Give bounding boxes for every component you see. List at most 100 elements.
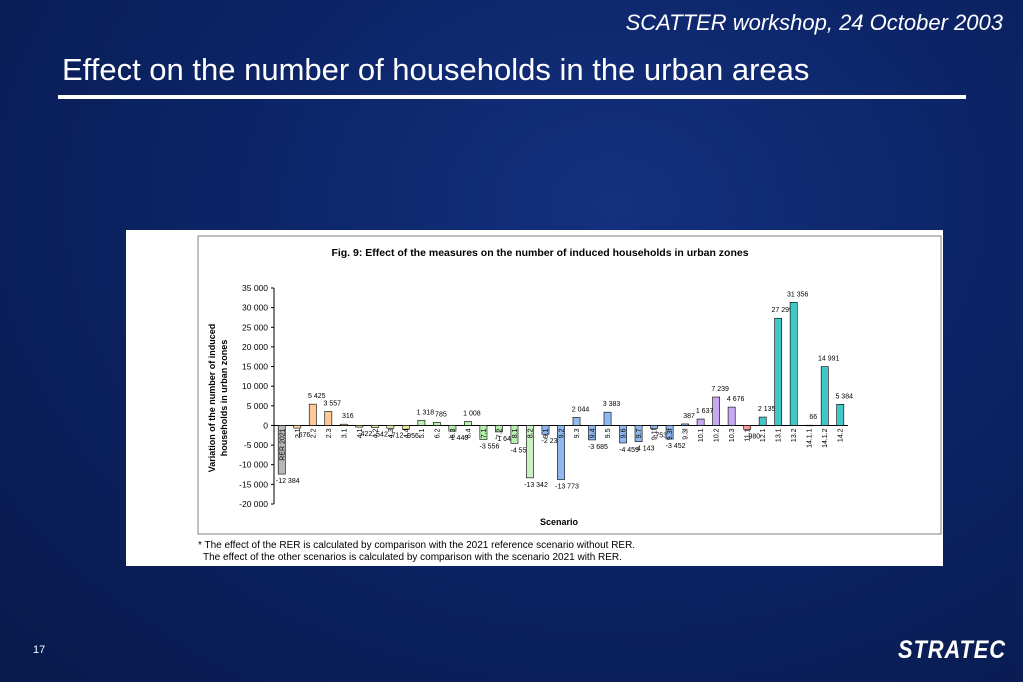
bar [339, 423, 348, 426]
category-label: 4.1 [357, 428, 364, 438]
category-label: 9.2 [559, 428, 566, 438]
value-label: -422 [358, 431, 372, 438]
value-label: 1 637 [696, 408, 714, 415]
category-label: 9.1 [543, 428, 550, 438]
value-label: -676 [296, 432, 310, 439]
value-label: -3 556 [480, 443, 500, 450]
category-label: 9.6 [621, 428, 628, 438]
bar [572, 417, 581, 426]
value-label: -12 384 [276, 478, 300, 485]
bar [370, 425, 379, 428]
category-label: 10.1 [698, 428, 705, 442]
value-label: 31 356 [787, 291, 809, 298]
category-label: 9.4 [590, 428, 597, 438]
value-label: -956 [405, 433, 419, 440]
bar [758, 416, 767, 426]
title-underline [58, 95, 966, 99]
bar [433, 422, 441, 426]
value-label: 785 [435, 411, 447, 418]
category-label: 6.2 [434, 428, 441, 438]
category-label: 9.3 [574, 428, 581, 438]
value-label: -2 236 [542, 438, 562, 445]
category-label: RER 2021 [279, 428, 286, 460]
bar [417, 419, 426, 426]
bar [603, 411, 612, 426]
bar [293, 425, 302, 429]
value-label: 3 383 [603, 401, 621, 408]
y-tick-label: 30 000 [242, 303, 268, 313]
bar [541, 425, 550, 435]
value-label: -3 452 [666, 443, 686, 450]
category-label: 2.3 [326, 428, 333, 438]
bar [510, 425, 519, 444]
bar [324, 411, 333, 426]
value-label: -4 143 [635, 446, 655, 453]
bar [386, 425, 395, 429]
bar [696, 418, 705, 426]
y-tick-label: 0 [263, 420, 268, 430]
value-label: -980 [746, 433, 760, 440]
bar [727, 406, 736, 426]
slide-title: Effect on the number of households in th… [62, 52, 810, 87]
category-label: 3.1 [341, 428, 348, 438]
category-label: 9.3f [667, 428, 674, 440]
y-tick-label: -5 000 [244, 440, 268, 450]
category-label: 13.1 [776, 428, 783, 442]
category-label: 8.2 [527, 428, 534, 438]
value-label: -13 342 [524, 482, 548, 489]
bar [634, 425, 643, 443]
bar [789, 302, 798, 426]
bar [401, 425, 410, 430]
value-label: -13 773 [555, 484, 579, 491]
bar [557, 425, 565, 480]
stratec-logo-text: STRATEC [898, 636, 1006, 664]
value-label: -542 [374, 432, 388, 439]
value-label: 2 044 [572, 406, 590, 413]
value-label: 2 135 [758, 406, 776, 413]
footnote-line-2: The effect of the other scenarios is cal… [203, 552, 622, 563]
bar [619, 425, 627, 444]
y-tick-label: -15 000 [239, 479, 268, 489]
bar [805, 424, 814, 427]
value-label: -4 555 [511, 447, 531, 454]
category-label: 11.1 [745, 428, 752, 441]
workshop-caption: SCATTER workshop, 24 October 2003 [625, 10, 1003, 35]
category-label: 9.1f [652, 428, 659, 440]
bar [464, 421, 472, 426]
value-label: -3 685 [588, 444, 608, 451]
category-label: 9.3l [683, 428, 690, 440]
category-label: 7.1 [481, 428, 488, 438]
footnote: * The effect of the RER is calculated by… [198, 540, 635, 564]
x-axis-label: Scenario [540, 517, 579, 527]
category-label: 9.7 [636, 428, 643, 438]
value-label: -1 440 [448, 435, 468, 442]
chart-title: Fig. 9: Effect of the measures on the nu… [331, 247, 748, 259]
category-label: 13.2 [791, 428, 798, 442]
category-label: 8.1 [512, 428, 519, 438]
category-label: 14.1.1 [807, 428, 814, 448]
y-tick-label: 10 000 [242, 381, 268, 391]
page-number: 17 [33, 644, 46, 656]
category-label: 14.1.2 [822, 428, 829, 448]
y-tick-label: 20 000 [242, 342, 268, 352]
category-label: 4.2 [372, 428, 379, 438]
value-label: 3 557 [324, 400, 342, 407]
value-label: 4 676 [727, 396, 745, 403]
bar [479, 425, 488, 440]
y-axis-label-group: Variation of the number of induced house… [207, 324, 229, 473]
y-tick-label: 25 000 [242, 322, 268, 332]
category-label: 9.5 [605, 428, 612, 438]
value-label: 1 318 [417, 409, 435, 416]
bar [355, 425, 364, 428]
y-axis-label-line-1: Variation of the number of induced [207, 324, 217, 473]
category-label: 4.3 [388, 428, 395, 438]
category-label: 10.2 [714, 428, 721, 442]
bar [588, 425, 596, 441]
value-label: 14 991 [818, 356, 840, 363]
chart-frame [197, 235, 942, 535]
y-tick-label: 35 000 [242, 283, 268, 293]
category-label: 2.1 [295, 428, 302, 438]
stratec-logo: STRATEC [898, 636, 1006, 664]
bar [495, 425, 503, 433]
bar [712, 396, 721, 426]
